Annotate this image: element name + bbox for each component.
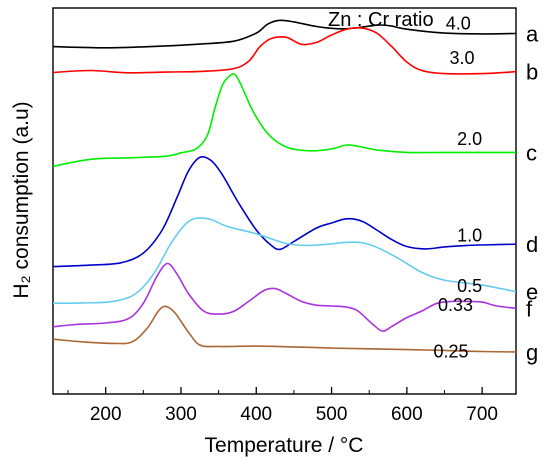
curve-d — [52, 155, 517, 268]
curve-letter-b: b — [526, 60, 538, 85]
curve-c — [52, 73, 516, 168]
legend-title: Zn : Cr ratio — [328, 9, 434, 31]
x-axis-ticks: 200 300 400 500 600 700 — [67, 387, 498, 425]
x-tick-label: 300 — [165, 404, 197, 425]
curve-f — [52, 262, 517, 332]
x-tick-label: 200 — [90, 404, 122, 425]
x-tick-label: 500 — [316, 404, 348, 425]
x-tick-label: 600 — [391, 404, 423, 425]
curves-layer — [52, 19, 517, 353]
curve-letter-c: c — [526, 140, 537, 165]
curve-letter-f: f — [526, 296, 533, 321]
ratio-label-a: 4.0 — [446, 13, 471, 33]
ratio-label-e: 0.5 — [457, 276, 482, 296]
ratio-label-f: 0.33 — [438, 295, 473, 315]
ratio-label-b: 3.0 — [450, 48, 475, 68]
plot-frame — [52, 7, 517, 395]
curve-letter-a: a — [526, 21, 539, 46]
curve-letter-e: e — [526, 280, 538, 305]
y-axis-title: H₂ consumption (a.u) — [10, 101, 33, 298]
curve-b — [52, 27, 517, 75]
curve-letter-d: d — [526, 232, 538, 257]
x-tick-label: 700 — [466, 404, 498, 425]
ratio-label-c: 2.0 — [457, 129, 482, 149]
curve-letter-g: g — [526, 340, 538, 365]
ratio-label-g: 0.25 — [434, 342, 469, 362]
x-axis-title: Temperature / °C — [205, 434, 364, 457]
curve-g — [52, 305, 517, 353]
curve-a — [52, 19, 517, 49]
series-labels: 4.0 a 3.0 b 2.0 c 1.0 d 0.5 e 0.33 f 0.25 g — [434, 13, 539, 364]
x-tick-label: 400 — [240, 404, 272, 425]
curve-e — [52, 217, 517, 305]
ratio-label-d: 1.0 — [457, 226, 482, 246]
